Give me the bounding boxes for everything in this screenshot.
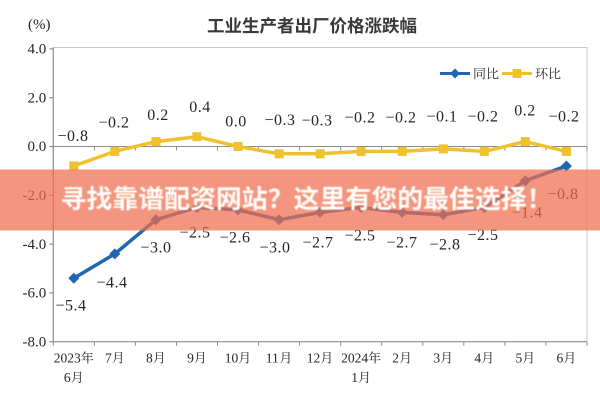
svg-text:0.2: 0.2 [147,107,169,124]
svg-text:2: 2 [392,351,399,366]
svg-text:−2.5: −2.5 [344,228,375,245]
svg-text:3: 3 [433,351,440,366]
svg-text:−0.2: −0.2 [98,115,129,132]
svg-text:12: 12 [307,351,321,366]
svg-text:2.0: 2.0 [28,90,47,106]
svg-text:8: 8 [146,351,153,366]
svg-text:4: 4 [474,351,481,366]
svg-text:−3.0: −3.0 [140,240,171,257]
svg-text:−0.8: −0.8 [57,128,88,145]
svg-text:-6.0: -6.0 [23,286,47,302]
svg-text:−5.4: −5.4 [55,298,86,315]
svg-text:−2.7: −2.7 [302,235,333,252]
svg-text:6: 6 [557,351,564,366]
svg-text:−0.3: −0.3 [264,112,295,129]
svg-text:9: 9 [187,351,194,366]
svg-text:2024: 2024 [341,351,368,366]
svg-text:4.0: 4.0 [28,42,47,58]
svg-text:0.0: 0.0 [225,114,247,131]
svg-text:−0.3: −0.3 [301,113,332,130]
svg-text:-8.0: -8.0 [23,334,47,350]
svg-text:−2.7: −2.7 [386,235,417,252]
svg-text:−4.4: −4.4 [96,275,127,292]
svg-text:5: 5 [516,351,523,366]
svg-text:(%): (%) [28,17,51,33]
svg-text:1: 1 [351,370,358,385]
svg-text:10: 10 [225,351,239,366]
svg-text:0.4: 0.4 [189,99,211,116]
svg-text:−0.2: −0.2 [385,110,416,127]
svg-text:2023: 2023 [54,351,81,366]
svg-text:−2.6: −2.6 [219,230,250,247]
svg-text:−0.2: −0.2 [344,110,375,127]
svg-text:11: 11 [266,351,279,366]
svg-text:−3.0: −3.0 [259,240,290,257]
svg-text:-4.0: -4.0 [23,237,47,253]
svg-text:−0.2: −0.2 [467,109,498,126]
svg-text:−2.8: −2.8 [429,237,460,254]
svg-text:−0.2: −0.2 [548,109,579,126]
svg-text:0.2: 0.2 [514,103,536,120]
svg-text:−0.1: −0.1 [426,109,457,126]
svg-text:−2.5: −2.5 [467,227,498,244]
svg-text:6: 6 [64,370,71,385]
svg-text:7: 7 [105,351,112,366]
svg-text:0.0: 0.0 [28,139,47,155]
